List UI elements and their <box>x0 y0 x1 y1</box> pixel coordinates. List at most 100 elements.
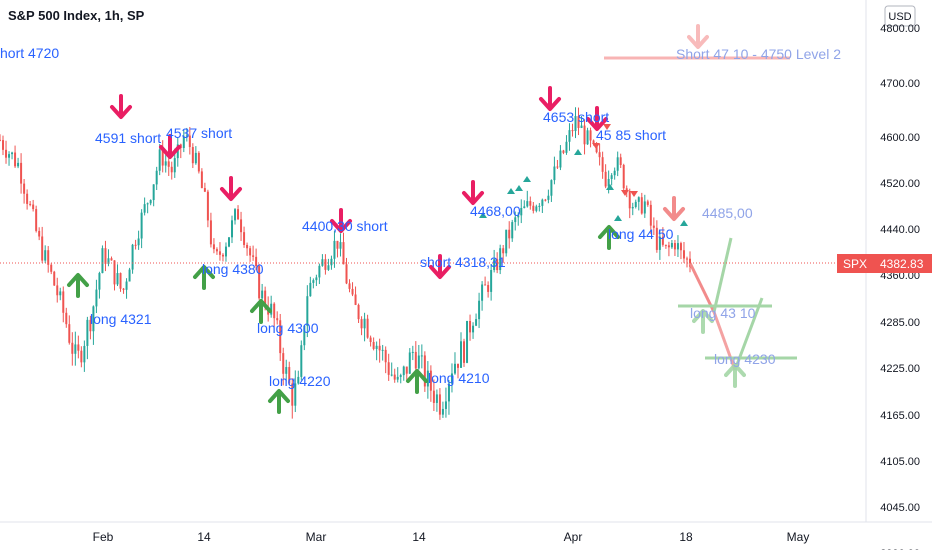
candle-body <box>203 188 206 192</box>
annotation-label: long 43 10 <box>690 305 756 321</box>
candle-body <box>667 245 670 248</box>
short-arrow-icon <box>687 24 709 49</box>
candle-body <box>140 212 143 239</box>
annotation-markers <box>67 24 797 414</box>
candle-body <box>104 248 107 264</box>
candle-body <box>661 236 664 245</box>
candle-body <box>679 243 682 251</box>
candle-body <box>333 240 336 259</box>
candle-body <box>399 375 402 377</box>
candle-body <box>469 320 472 333</box>
candle-body <box>646 201 649 205</box>
candle-body <box>577 116 580 128</box>
candle-body <box>237 209 240 220</box>
short-arrow-icon <box>330 208 352 233</box>
candle-body <box>170 166 173 173</box>
candle-body <box>119 273 122 289</box>
candle-body <box>426 370 429 387</box>
candle-body <box>453 363 456 374</box>
annotation-label: 4537 short <box>166 125 232 141</box>
candle-body <box>26 193 29 204</box>
y-tick-label: 4165.00 <box>880 410 920 422</box>
candle-body <box>613 170 616 176</box>
short-arrow-icon <box>429 254 451 279</box>
signal-triangle <box>606 184 614 190</box>
candle-body <box>276 318 279 321</box>
candle-body <box>98 273 101 290</box>
long-arrow-icon <box>406 369 428 394</box>
candle-body <box>685 258 688 260</box>
candle-body <box>200 171 203 189</box>
signal-triangle <box>507 188 515 194</box>
currency-badge[interactable] <box>884 5 916 27</box>
candle-body <box>517 215 520 218</box>
candle-body <box>249 248 252 256</box>
candle-body <box>444 401 447 409</box>
candle-body <box>637 197 640 202</box>
candle-body <box>212 244 215 250</box>
candle-body <box>472 325 475 333</box>
candle-body <box>68 324 71 343</box>
candle-body <box>215 249 218 252</box>
candle-body <box>227 237 230 247</box>
candle-body <box>432 390 435 403</box>
candle-body <box>643 201 646 214</box>
candle-body <box>360 319 363 329</box>
candle-body <box>318 265 321 278</box>
y-tick-label: 3990.00 <box>880 548 920 550</box>
candle-body <box>387 362 390 375</box>
candle-body <box>493 259 496 271</box>
candle-body <box>164 161 167 166</box>
candle-body <box>221 254 224 257</box>
candle-body <box>303 325 306 346</box>
candle-body <box>173 158 176 173</box>
signal-triangle <box>621 190 629 196</box>
candle-body <box>0 139 1 141</box>
candle-body <box>649 204 652 226</box>
price-axis[interactable] <box>866 0 932 550</box>
candle-body <box>336 240 339 249</box>
candle-body <box>146 203 149 205</box>
candle-body <box>580 125 583 128</box>
candle-body <box>288 367 291 384</box>
candle-body <box>116 273 119 285</box>
candle-body <box>107 258 110 264</box>
candle-body <box>83 345 86 363</box>
chart-area[interactable] <box>0 0 866 522</box>
candle-body <box>5 149 8 158</box>
candle-body <box>475 319 478 326</box>
candle-body <box>56 285 59 296</box>
candle-body <box>137 238 140 246</box>
x-tick-label: Apr <box>564 530 583 544</box>
candle-body <box>152 184 155 201</box>
y-tick-label: 4700.00 <box>880 78 920 90</box>
candle-body <box>604 171 607 187</box>
candle-body <box>291 383 294 406</box>
candle-body <box>655 227 658 250</box>
candle-body <box>411 351 414 353</box>
y-tick-label: 4800.00 <box>880 23 920 35</box>
candle-body <box>113 260 116 285</box>
candle-body <box>456 363 459 368</box>
short-arrow-icon <box>110 94 132 119</box>
candle-body <box>496 259 499 271</box>
candle-body <box>631 206 634 209</box>
candle-body <box>143 204 146 213</box>
short-arrow-icon <box>586 106 608 131</box>
long-arrow-icon <box>268 389 290 414</box>
candle-body <box>547 195 550 200</box>
candle-body <box>273 303 276 319</box>
candle-body <box>80 350 83 363</box>
candle-body <box>378 345 381 351</box>
annotation-label: Short 47 10 - 4750 Level 2 <box>676 46 841 62</box>
short-arrow-icon <box>220 176 242 201</box>
annotation-label: hort 4720 <box>0 45 59 61</box>
candle-body <box>508 229 511 239</box>
price-tag-value: 4382.83 <box>880 257 924 271</box>
candle-body <box>8 154 11 158</box>
annotation-label: long 4380 <box>202 261 264 277</box>
candle-body <box>312 280 315 283</box>
x-tick-label: 14 <box>197 530 211 544</box>
x-tick-label: 14 <box>412 530 426 544</box>
